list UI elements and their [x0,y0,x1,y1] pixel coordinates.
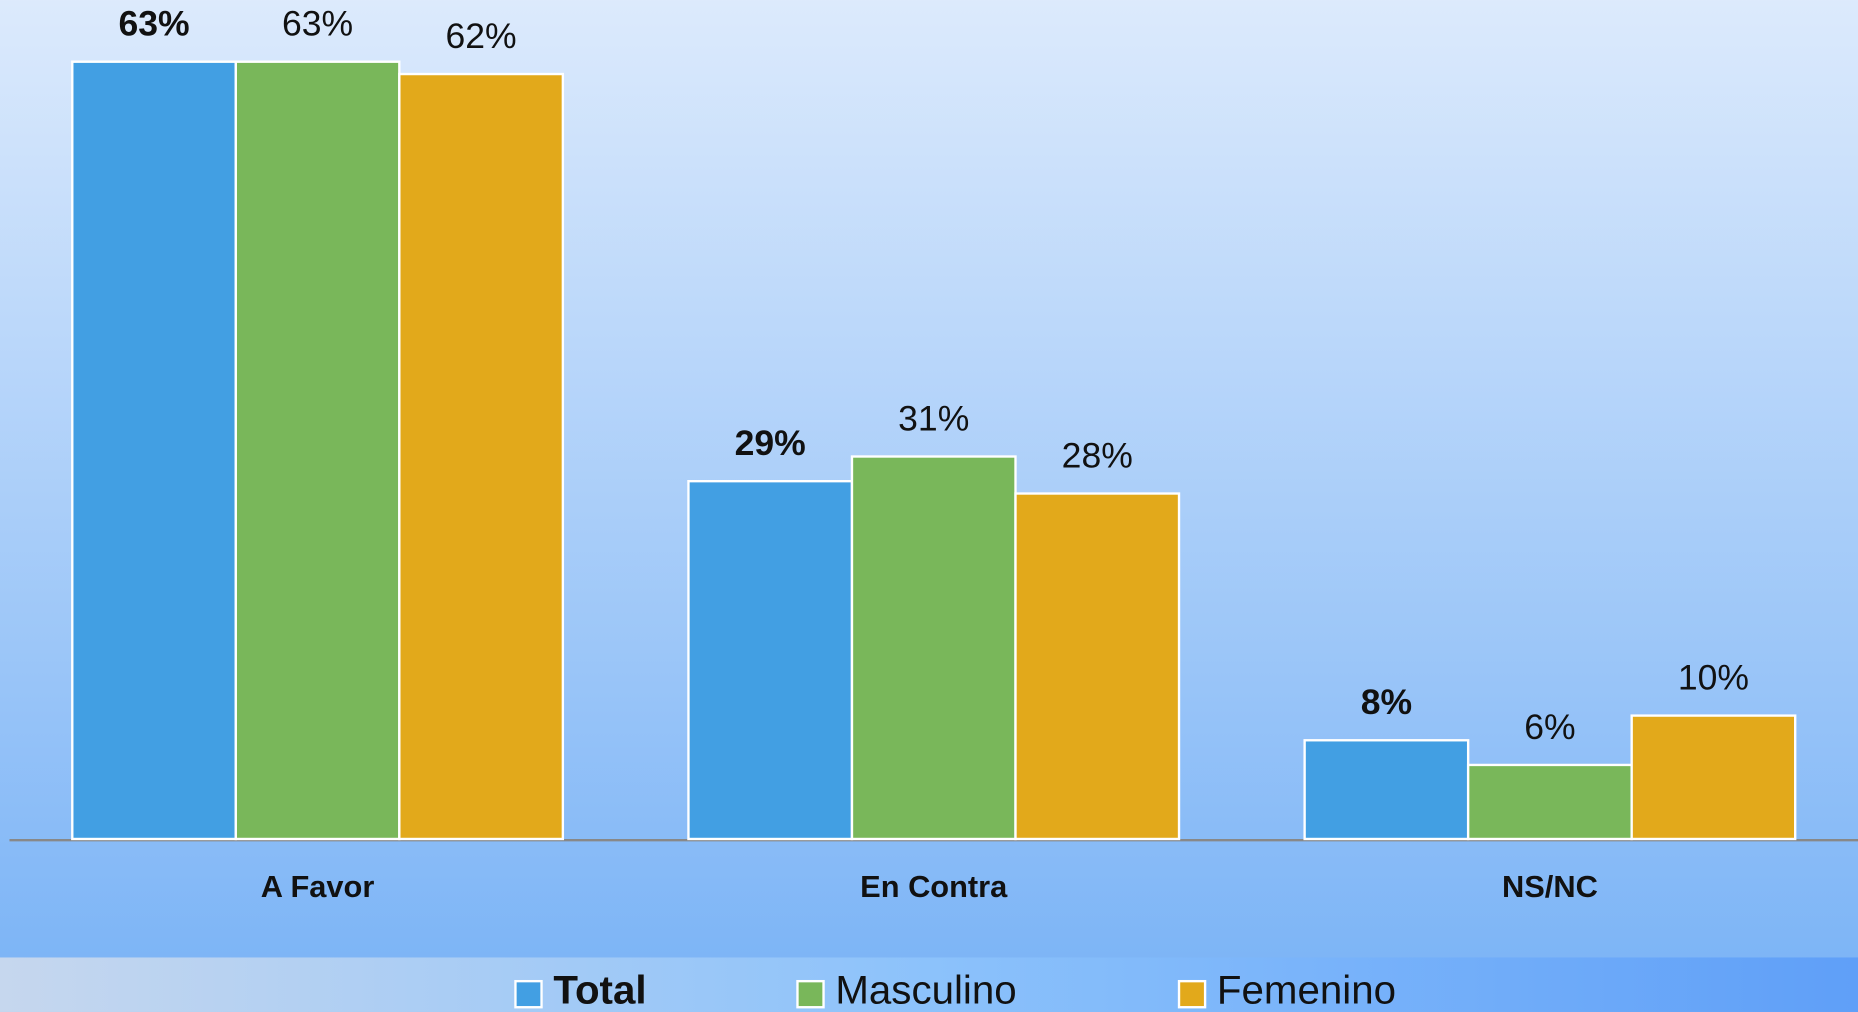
data-label: 29% [735,423,806,463]
bar [234,60,401,841]
bar [71,60,237,841]
bar [687,480,854,841]
data-label: 28% [1062,435,1133,475]
bar [850,455,1017,841]
legend-label: Total [553,968,646,1012]
legend-swatch [1177,979,1207,1009]
bar [1466,763,1633,841]
x-tick-label: En Contra [860,869,1008,904]
bar [1014,492,1181,841]
data-label: 8% [1361,682,1412,722]
x-tick-label: A Favor [261,869,375,904]
x-tick-label: NS/NC [1502,869,1598,904]
bar [1303,739,1470,841]
bar [1630,714,1797,841]
data-label: 6% [1524,707,1575,747]
legend-swatch [796,979,825,1009]
data-label: 63% [118,4,189,44]
data-label: 31% [898,398,969,438]
bar [398,72,565,841]
data-label: 62% [446,16,517,56]
legend-strip [0,957,1858,1012]
data-label: 63% [282,4,353,44]
data-label: 10% [1678,657,1749,697]
legend-label: Masculino [835,968,1016,1012]
legend-label: Femenino [1217,968,1396,1012]
legend-swatch [514,979,543,1009]
